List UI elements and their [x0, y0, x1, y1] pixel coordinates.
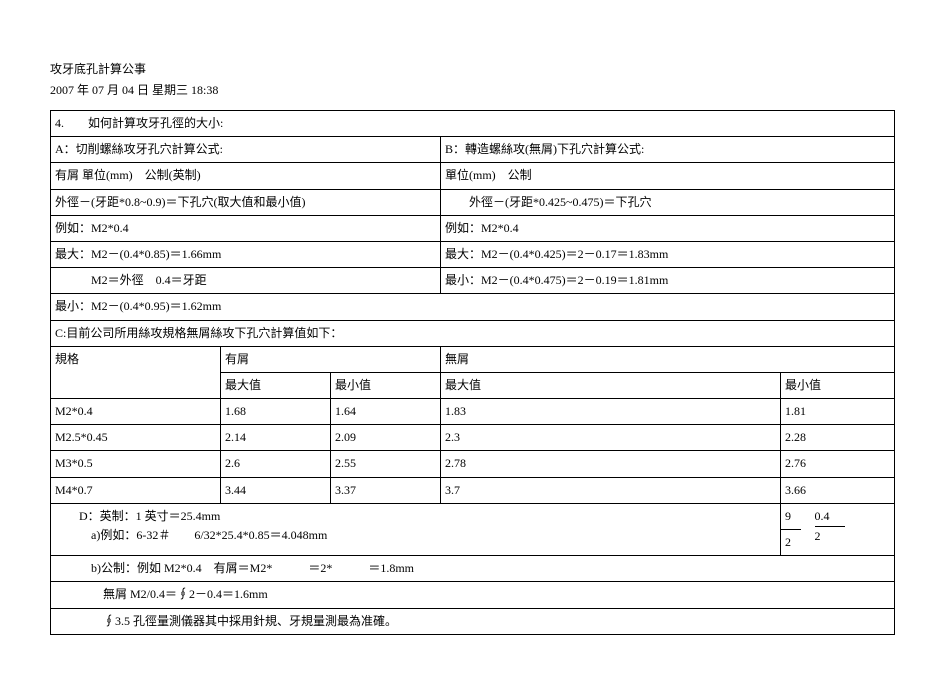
cell-ex-left: 例如：M2*0.4 [51, 215, 441, 241]
cell-nmin: 3.66 [781, 477, 895, 503]
cell-nmax: 1.83 [441, 399, 781, 425]
cell-formula-right: 外徑－(牙距*0.425~0.475)＝下孔穴 [441, 189, 895, 215]
cell-f: ∮3.5 孔徑量測儀器其中採用針規、牙規量測最為准確。 [51, 608, 895, 634]
cell-max-right: 最大：M2－(0.4*0.425)＝2－0.17＝1.83mm [441, 241, 895, 267]
doc-title: 攻牙底孔計算公事 [50, 60, 895, 77]
cell-nmin: 2.76 [781, 451, 895, 477]
cell-nmax: 2.78 [441, 451, 781, 477]
cell-formula-left: 外徑－(牙距*0.8~0.9)＝下孔穴(取大值和最小值) [51, 189, 441, 215]
frac-04: 0.4 [815, 509, 830, 523]
cell-nmin: 2.28 [781, 425, 895, 451]
cell-ymin: 3.37 [331, 477, 441, 503]
cell-spec: M4*0.7 [51, 477, 221, 503]
cell-c: C:目前公司所用絲攻規格無屑絲攻下孔穴計算值如下： [51, 320, 895, 346]
cell-unit-left: 有屑 單位(mm) 公制(英制) [51, 163, 441, 189]
cell-ymin: 1.64 [331, 399, 441, 425]
main-table: 4. 如何計算攻牙孔徑的大小: A：切削螺絲攻牙孔穴計算公式: B：轉造螺絲攻(… [50, 110, 895, 635]
cell-ymax: 2.14 [221, 425, 331, 451]
col-ymax: 最大值 [221, 372, 331, 398]
col-nmin: 最小值 [781, 372, 895, 398]
table-row: M3*0.5 2.6 2.55 2.78 2.76 [51, 451, 895, 477]
table-row: M2.5*0.45 2.14 2.09 2.3 2.28 [51, 425, 895, 451]
cell-ymin: 2.09 [331, 425, 441, 451]
table-row: M2*0.4 1.68 1.64 1.83 1.81 [51, 399, 895, 425]
cell-ymax: 3.44 [221, 477, 331, 503]
table-row: M4*0.7 3.44 3.37 3.7 3.66 [51, 477, 895, 503]
cell-unit-right: 單位(mm) 公制 [441, 163, 895, 189]
cell-mid-right: 最小：M2－(0.4*0.475)＝2－0.19＝1.81mm [441, 268, 895, 294]
cell-a: A：切削螺絲攻牙孔穴計算公式: [51, 137, 441, 163]
cell-spec: M3*0.5 [51, 451, 221, 477]
frac-2: 2 [781, 530, 801, 556]
cell-e: 無屑 M2/0.4＝∮2－0.4＝1.6mm [51, 582, 895, 608]
col-nmax: 最大值 [441, 372, 781, 398]
text-da: a)例如：6-32＃ 6/32*25.4*0.85＝4.048mm [55, 528, 327, 542]
frac-2b: 2 [815, 529, 821, 543]
cell-ex-right: 例如：M2*0.4 [441, 215, 895, 241]
doc-date: 2007 年 07 月 04 日 星期三 18:38 [50, 81, 895, 98]
cell-ymax: 1.68 [221, 399, 331, 425]
section-4: 4. 如何計算攻牙孔徑的大小: [51, 111, 895, 137]
cell-max-left: 最大：M2－(0.4*0.85)＝1.66mm [51, 241, 441, 267]
frac-cell-right: 0.4 2 [801, 503, 895, 555]
frac-9: 9 [781, 503, 801, 529]
cell-ymax: 2.6 [221, 451, 331, 477]
cell-nmin: 1.81 [781, 399, 895, 425]
cell-spec: M2*0.4 [51, 399, 221, 425]
col-ymin: 最小值 [331, 372, 441, 398]
text-d: D：英制：1 英寸＝25.4mm [55, 509, 220, 523]
col-n: 無屑 [441, 346, 895, 372]
cell-min-left: 最小：M2－(0.4*0.95)＝1.62mm [51, 294, 895, 320]
cell-d: D：英制：1 英寸＝25.4mm a)例如：6-32＃ 6/32*25.4*0.… [51, 503, 781, 555]
cell-b: B：轉造螺絲攻(無屑)下孔穴計算公式: [441, 137, 895, 163]
cell-spec: M2.5*0.45 [51, 425, 221, 451]
col-y: 有屑 [221, 346, 441, 372]
cell-nmax: 2.3 [441, 425, 781, 451]
col-spec: 規格 [51, 346, 221, 398]
cell-mid-left: M2＝外徑 0.4＝牙距 [51, 268, 441, 294]
cell-ymin: 2.55 [331, 451, 441, 477]
table-header-1: 規格 有屑 無屑 [51, 346, 895, 372]
cell-db: b)公制：例如 M2*0.4 有屑＝M2* ＝2* ＝1.8mm [51, 556, 895, 582]
cell-nmax: 3.7 [441, 477, 781, 503]
